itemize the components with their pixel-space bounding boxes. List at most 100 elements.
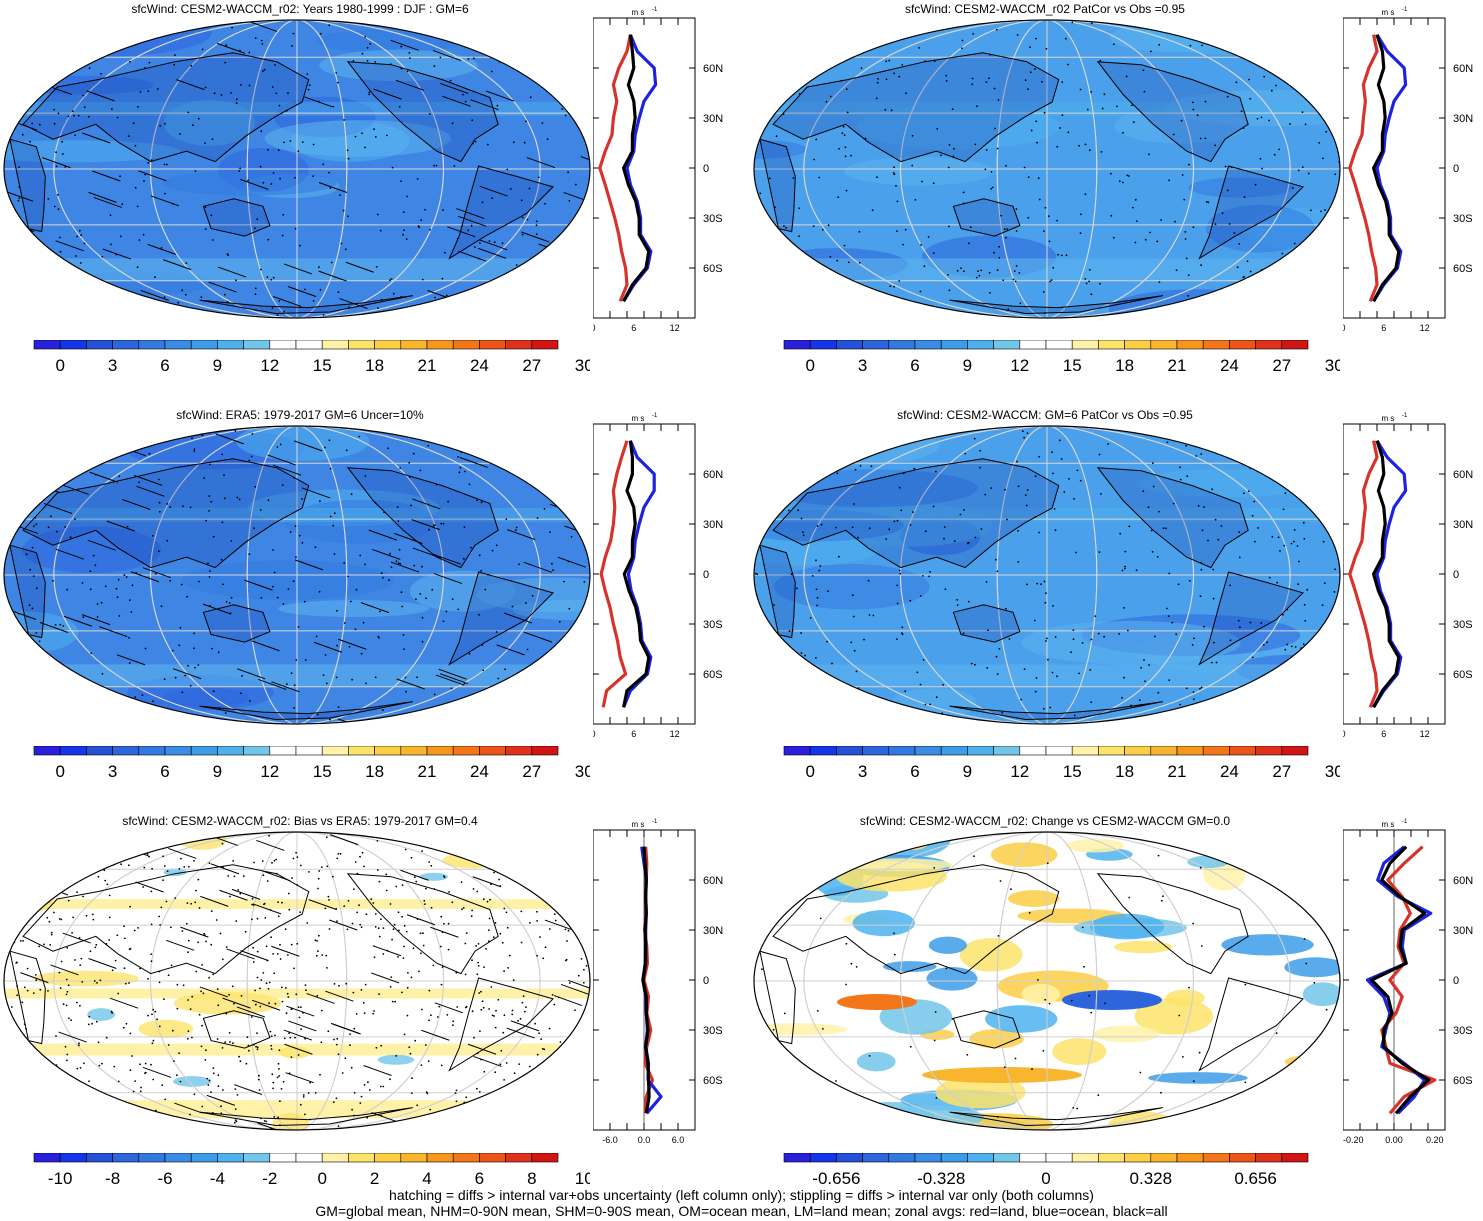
stipple-dot [417, 225, 420, 227]
stipple-dot [1061, 81, 1064, 83]
stipple-dot [23, 986, 26, 989]
stipple-dot [344, 248, 347, 251]
stipple-dot [409, 57, 411, 59]
stipple-dot [839, 426, 842, 428]
stipple-dot [996, 1116, 999, 1118]
stipple-dot [364, 146, 366, 149]
stipple-dot [18, 1088, 20, 1091]
wind-field-patch [777, 426, 916, 444]
stipple-dot [1182, 1056, 1184, 1058]
stipple-dot [108, 916, 111, 919]
stipple-dot [577, 1054, 580, 1057]
stipple-dot [356, 872, 359, 875]
stipple-dot [40, 54, 43, 57]
stipple-dot [1068, 478, 1070, 480]
stipple-dot [15, 63, 18, 66]
colorbar-tick-label: 0 [55, 356, 64, 375]
hatch-line [283, 1029, 312, 1041]
hatch-line [267, 454, 296, 466]
hatch-line [440, 82, 469, 94]
stipple-dot [287, 892, 290, 895]
stipple-dot [241, 675, 244, 677]
hatch-line [240, 950, 269, 962]
stipple-dot [517, 442, 520, 445]
map-plot [753, 19, 1341, 319]
stipple-dot [166, 503, 169, 505]
zonal-lat-label: 30N [703, 925, 723, 937]
stipple-dot [570, 923, 573, 926]
stipple-dot [1302, 643, 1305, 646]
stipple-dot [568, 199, 571, 202]
stipple-dot [325, 682, 328, 685]
stipple-dot [787, 509, 790, 512]
stipple-dot [351, 1108, 353, 1111]
stipple-dot [150, 960, 153, 963]
stipple-dot [1005, 164, 1007, 167]
colorbar-swatch [400, 1153, 428, 1163]
stipple-dot [211, 138, 214, 140]
stipple-dot [251, 903, 254, 906]
stipple-dot [816, 1010, 819, 1012]
stipple-dot [51, 850, 54, 852]
stipple-dot [1290, 542, 1293, 545]
stipple-dot [80, 957, 83, 960]
hatch-line [470, 99, 499, 111]
stipple-dot [512, 1093, 515, 1096]
stipple-dot [299, 244, 301, 247]
stipple-dot [1034, 516, 1037, 518]
stipple-dot [279, 943, 281, 946]
zonal-lat-label: 30S [1453, 1025, 1473, 1037]
stipple-dot [470, 915, 473, 918]
stipple-dot [97, 1041, 100, 1044]
stipple-dot [499, 932, 502, 935]
stipple-dot [441, 277, 444, 280]
stipple-dot [1060, 458, 1063, 460]
stipple-dot [171, 649, 174, 652]
stipple-dot [1116, 426, 1118, 427]
stipple-dot [159, 716, 162, 719]
stipple-dot [1260, 622, 1263, 624]
stipple-dot [783, 1012, 786, 1015]
stipple-dot [1292, 264, 1295, 266]
stipple-dot [363, 1084, 366, 1086]
stipple-dot [1266, 674, 1269, 677]
stipple-dot [850, 154, 852, 157]
stipple-dot [35, 1127, 38, 1130]
stipple-dot [318, 870, 321, 872]
stipple-dot [1045, 592, 1047, 594]
stipple-dot [382, 927, 385, 929]
stipple-dot [951, 108, 954, 111]
hatch-line [147, 243, 176, 255]
hatch-line [142, 567, 172, 579]
stipple-dot [407, 972, 409, 974]
meridian-gridline [246, 20, 348, 318]
stipple-dot [1052, 472, 1054, 475]
stipple-dot [80, 838, 83, 840]
stipple-dot [1121, 569, 1124, 572]
continent-outline [199, 295, 413, 315]
zonal-lat-label: 0 [703, 163, 709, 175]
hatch-line [372, 945, 402, 957]
hatch-line [412, 547, 442, 559]
stipple-dot [332, 1101, 335, 1104]
stipple-dot [1294, 61, 1297, 64]
stipple-dot [167, 974, 170, 977]
stipple-dot [800, 652, 803, 654]
stipple-dot [811, 575, 814, 577]
stipple-dot [125, 576, 128, 578]
stipple-dot [104, 860, 107, 863]
stipple-dot [1132, 206, 1134, 209]
stipple-dot [455, 1089, 458, 1092]
stipple-dot [457, 455, 459, 458]
stipple-dot [403, 924, 406, 927]
stipple-dot [523, 141, 526, 144]
stipple-dot [101, 255, 104, 258]
stipple-dot [488, 940, 490, 942]
stipple-dot [368, 91, 371, 94]
stipple-dot [1103, 93, 1106, 96]
wind-field-patch [1021, 620, 1241, 665]
stipple-dot [270, 1035, 273, 1037]
stipple-dot [395, 560, 398, 563]
continent-outline [952, 604, 1021, 643]
stipple-dot [845, 189, 848, 192]
